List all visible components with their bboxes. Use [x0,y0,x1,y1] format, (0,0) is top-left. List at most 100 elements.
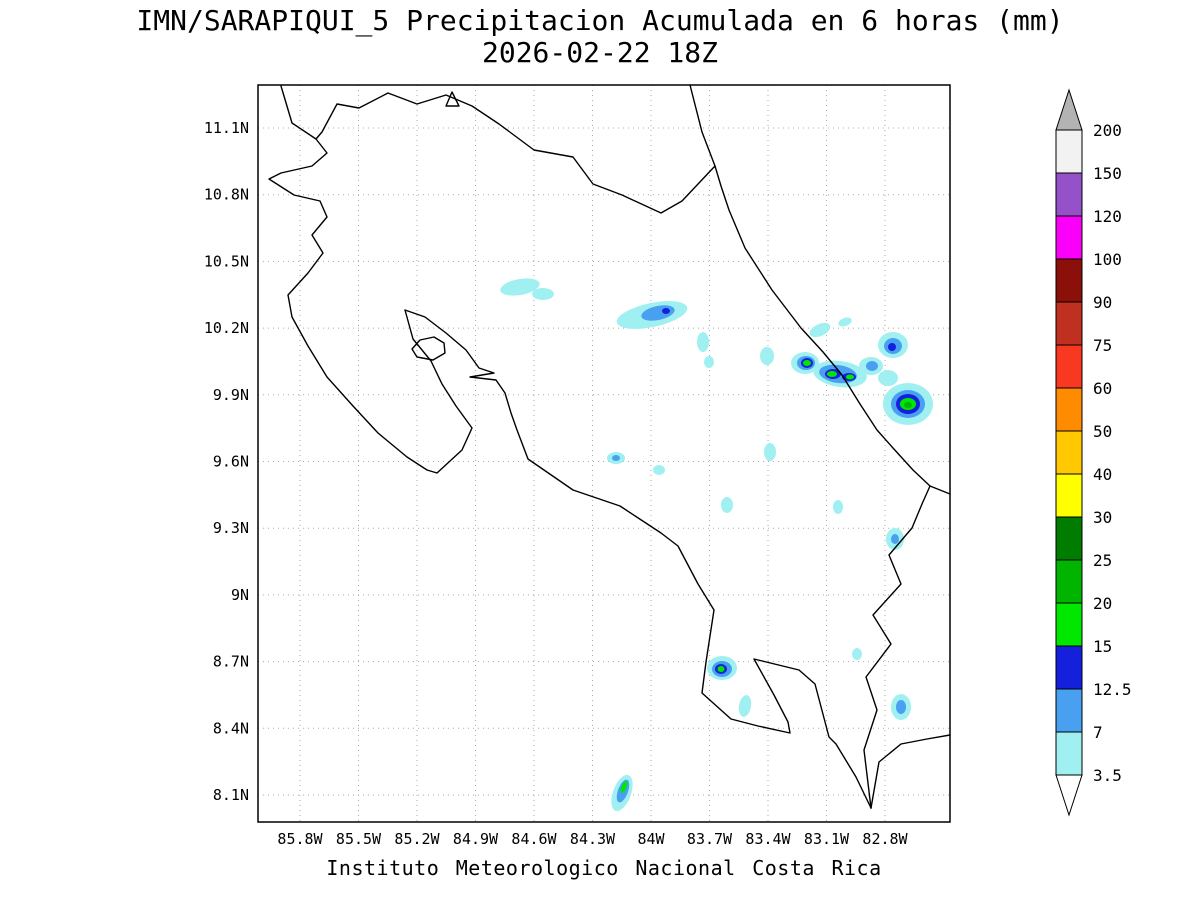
precip-cell [888,343,896,351]
x-tick-label: 84.9W [453,830,499,848]
caption-institute: Instituto Meteorologico Nacional Costa R… [326,856,882,880]
colorbar-label: 3.5 [1093,766,1122,785]
coastline-pacific [268,85,872,809]
chart-subtitle-datetime: 2026-02-22 18Z [481,36,718,69]
colorbar-arrow-up [1055,88,1083,131]
colorbar-segment [1055,387,1083,432]
y-tick-label: 8.7N [213,653,249,671]
precip-cell [878,370,898,386]
precip-cell [764,443,776,461]
colorbar-label: 60 [1093,379,1112,398]
x-tick-label: 84.3W [570,830,616,848]
colorbar-segment [1055,129,1083,174]
colorbar-segment [1055,215,1083,260]
precip-cell [612,455,620,461]
precip-cell [697,332,709,352]
precip-cell [846,374,854,380]
precip-cell [809,322,831,338]
precipitation-field [500,278,933,812]
colorbar-segment [1055,430,1083,475]
x-tick-label: 85.2W [394,830,440,848]
colorbar-segment [1055,559,1083,604]
colorbar-label: 15 [1093,637,1112,656]
colorbar: 200 150 120 100 90 75 60 50 40 30 25 20 15 12.5 7 3.5 [1055,88,1132,817]
y-tick-label: 10.8N [204,186,249,204]
colorbar-label: 120 [1093,207,1122,226]
colorbar-label: 20 [1093,594,1112,613]
chart-title: IMN/SARAPIQUI_5 Precipitacion Acumulada … [136,4,1064,37]
precip-cell [500,278,540,296]
colorbar-label: 7 [1093,723,1103,742]
precip-cell [833,500,843,514]
precip-cell [653,465,665,475]
border-panama [863,485,931,809]
y-tick-label: 9.9N [213,386,249,404]
y-tick-label: 9N [231,586,249,604]
colorbar-segment [1055,602,1083,647]
colorbar-label: 40 [1093,465,1112,484]
x-tick-label: 83.4W [745,830,791,848]
y-tick-label: 9.3N [213,519,249,537]
precip-cell [803,360,811,366]
x-tick-label: 83.1W [804,830,850,848]
colorbar-segment [1055,172,1083,217]
colorbar-segment [1055,516,1083,561]
x-tick-label: 85.5W [336,830,382,848]
y-tick-label: 8.4N [213,719,249,737]
precip-cell [852,648,862,660]
coastlines [268,84,951,809]
precip-cell [838,317,852,327]
precip-cell [904,402,912,408]
chira-island [411,336,446,361]
precip-cell [760,347,774,365]
map-frame [257,84,951,823]
x-tick-label: 85.8W [277,830,323,848]
gridlines [258,85,950,822]
colorbar-label: 12.5 [1093,680,1132,699]
x-tick-label: 82.8W [862,830,908,848]
colorbar-arrow-down [1055,774,1083,817]
plot-border [257,84,951,823]
y-tick-label: 11.1N [204,119,249,137]
colorbar-segment [1055,344,1083,389]
x-tick-label: 84.6W [511,830,557,848]
x-tick-label: 84W [637,830,665,848]
colorbar-segment [1055,731,1083,776]
colorbar-label: 50 [1093,422,1112,441]
colorbar-label: 150 [1093,164,1122,183]
axis-tick-labels: 85.8W 85.5W 85.2W 84.9W 84.6W 84.3W 84W 83.7W 83… [204,119,909,848]
precip-cell [721,497,733,513]
x-tick-label: 83.7W [687,830,733,848]
precip-cell [827,371,837,377]
colorbar-label: 100 [1093,250,1122,269]
colorbar-segment [1055,301,1083,346]
coastline-caribbean [689,84,951,495]
colorbar-label: 90 [1093,293,1112,312]
precip-cell [896,700,906,714]
colorbar-label: 25 [1093,551,1112,570]
colorbar-segment [1055,645,1083,690]
precip-cell [717,666,725,672]
precip-cell [704,356,714,368]
colorbar-label: 30 [1093,508,1112,527]
colorbar-segment [1055,258,1083,303]
coastline-panama-pacific [870,734,951,809]
colorbar-label: 75 [1093,336,1112,355]
solentiname-island [445,91,460,107]
y-tick-label: 10.2N [204,319,249,337]
precip-cell [662,308,670,314]
y-tick-label: 8.1N [213,786,249,804]
precip-cell [738,695,752,717]
colorbar-segment [1055,688,1083,733]
colorbar-label: 200 [1093,121,1122,140]
precip-cell [620,781,628,793]
colorbar-segment [1055,473,1083,518]
y-tick-label: 10.5N [204,252,249,270]
precip-cell [866,361,878,371]
border-nicaragua-san-juan-river [315,92,716,214]
y-tick-label: 9.6N [213,453,249,471]
precip-cell [891,534,899,544]
precip-cell [532,288,554,300]
